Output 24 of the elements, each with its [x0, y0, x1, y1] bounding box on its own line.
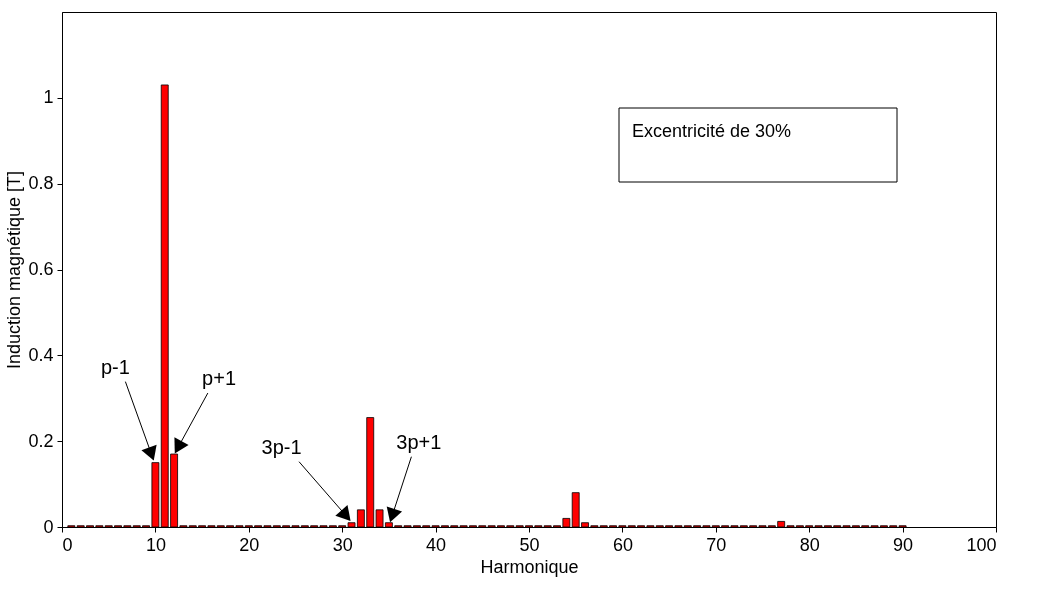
x-tick-label: 30: [332, 534, 353, 555]
annotation: p+1: [202, 367, 237, 390]
y-tick-label: 0.8: [28, 173, 54, 194]
x-tick-label: 50: [519, 534, 540, 555]
y-tick-label: 0.6: [28, 259, 54, 279]
annotation: 3p+1: [396, 430, 442, 453]
annotation: 3p-1: [261, 435, 302, 458]
x-tick-label: 80: [799, 534, 820, 555]
x-axis-title: Harmonique: [480, 556, 579, 577]
x-tick-label: 100: [966, 534, 997, 555]
y-tick-label: 0: [43, 516, 54, 537]
x-tick-label: 40: [426, 534, 447, 555]
x-tick-label: 10: [145, 534, 166, 555]
x-tick-label: 20: [239, 534, 260, 555]
y-tick-label: 0.2: [28, 430, 54, 451]
y-axis-title: Induction magnétique [T]: [4, 170, 25, 370]
x-tick-label: 60: [612, 534, 633, 555]
annotation: Excentricité de 30%: [632, 121, 792, 141]
x-tick-label: 90: [893, 534, 914, 555]
x-tick-label: 0: [62, 534, 73, 555]
annotation: p-1: [100, 355, 130, 378]
y-tick-label: 1: [43, 87, 54, 108]
y-tick-label: 0.4: [28, 344, 54, 365]
x-tick-label: 70: [706, 534, 727, 555]
